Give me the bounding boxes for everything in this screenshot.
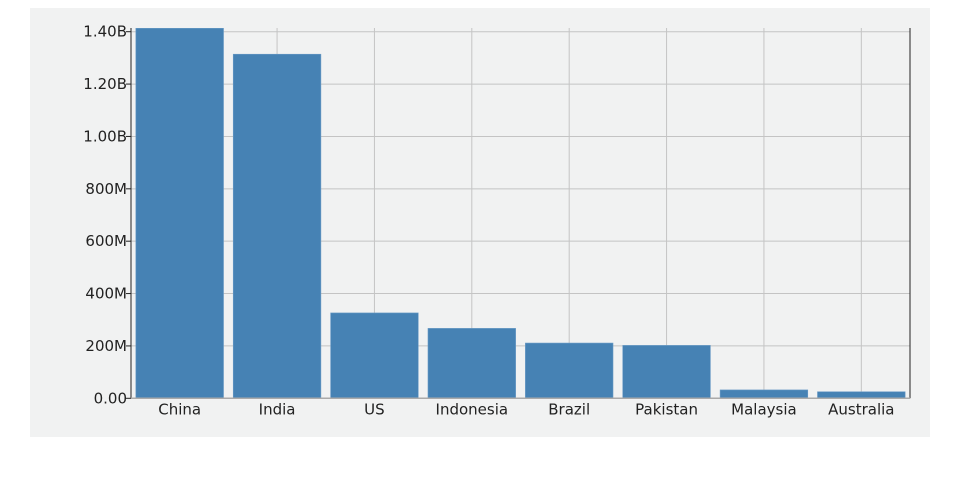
- x-tick-label: Indonesia: [436, 400, 509, 418]
- bar-australia: [817, 391, 906, 399]
- y-tick-label: 0.00: [94, 389, 127, 407]
- y-tick-label: 1.40B: [83, 23, 127, 41]
- bar-us: [330, 312, 419, 399]
- x-tick-label: Australia: [828, 400, 894, 418]
- bar-brazil: [525, 342, 614, 399]
- bar-china: [135, 27, 224, 399]
- y-tick-label: 600M: [85, 232, 127, 250]
- x-tick-label: Malaysia: [731, 400, 797, 418]
- y-tick-label: 200M: [85, 337, 127, 355]
- x-tick-label: Pakistan: [635, 400, 698, 418]
- x-tick-label: China: [158, 400, 201, 418]
- bar-indonesia: [427, 328, 516, 399]
- bar-india: [232, 53, 322, 399]
- bar-pakistan: [622, 345, 711, 399]
- x-tick-label: Brazil: [548, 400, 590, 418]
- y-tick-label: 1.00B: [83, 127, 127, 145]
- y-tick-label: 400M: [85, 285, 127, 303]
- y-tick-label: 1.20B: [83, 75, 127, 93]
- x-tick-label: India: [259, 400, 296, 418]
- y-tick-label: 800M: [85, 180, 127, 198]
- bar-malaysia: [719, 389, 809, 399]
- x-tick-label: US: [364, 400, 385, 418]
